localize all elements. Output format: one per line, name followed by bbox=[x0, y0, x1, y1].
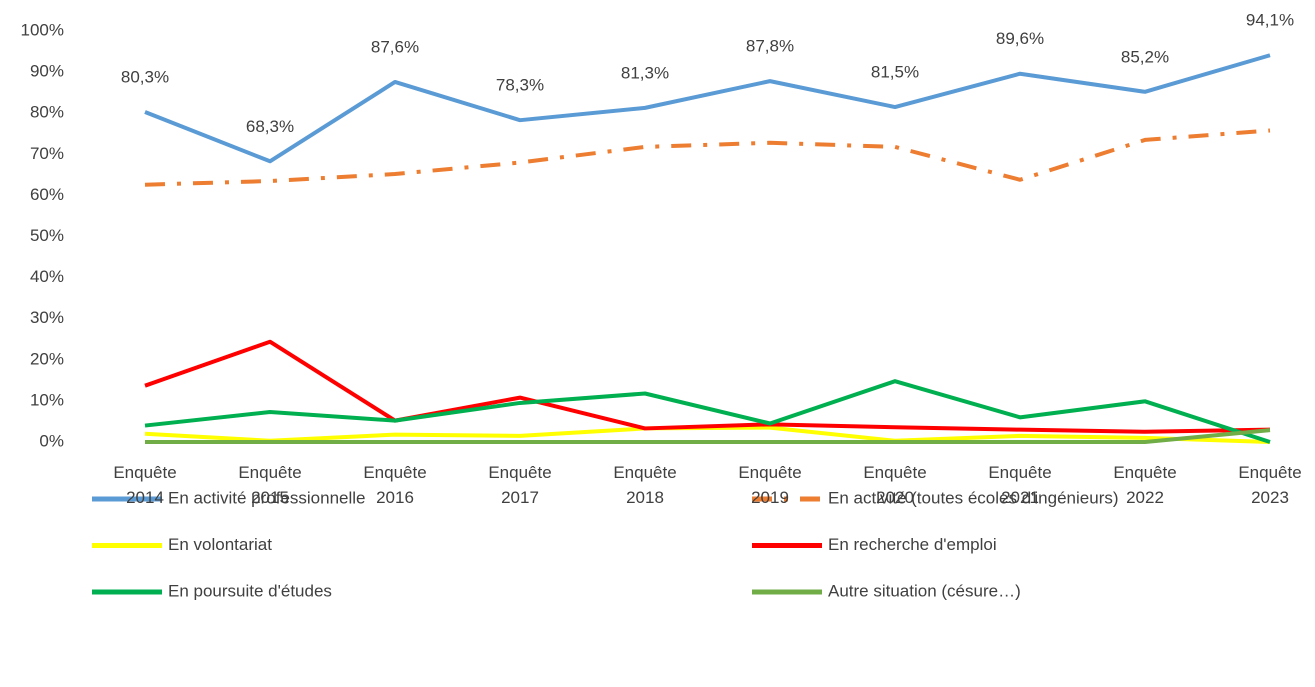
series-line bbox=[144, 53, 1271, 164]
y-tick-label: 20% bbox=[30, 349, 64, 368]
x-tick-label: Enquête 2017 bbox=[488, 463, 552, 507]
y-tick-label: 60% bbox=[30, 185, 64, 204]
data-label: 68,3% bbox=[246, 117, 294, 136]
series-line bbox=[144, 379, 1271, 444]
x-tick-label: Enquête 2023 bbox=[1238, 463, 1302, 507]
y-tick-label: 40% bbox=[30, 267, 64, 286]
data-label: 81,5% bbox=[871, 63, 919, 82]
data-label: 85,2% bbox=[1121, 47, 1169, 66]
legend-label: En activité (toutes écoles d'ingénieurs) bbox=[828, 488, 1119, 507]
legend-label: En volontariat bbox=[168, 535, 272, 554]
y-tick-label: 30% bbox=[30, 308, 64, 327]
data-label: 87,8% bbox=[746, 37, 794, 56]
y-tick-label: 10% bbox=[30, 390, 64, 409]
x-tick-label: Enquête 2019 bbox=[738, 463, 802, 507]
legend-label: En recherche d'emploi bbox=[828, 535, 997, 554]
x-tick-label: Enquête 2014 bbox=[113, 463, 177, 507]
data-label: 81,3% bbox=[621, 63, 669, 82]
y-tick-label: 50% bbox=[30, 226, 64, 245]
data-label: 94,1% bbox=[1246, 11, 1294, 30]
series-line bbox=[144, 128, 1271, 187]
y-tick-label: 90% bbox=[30, 62, 64, 81]
data-label: 89,6% bbox=[996, 29, 1044, 48]
legend-label: Autre situation (césure…) bbox=[828, 581, 1021, 600]
y-tick-label: 80% bbox=[30, 103, 64, 122]
x-tick-label: Enquête 2022 bbox=[1113, 463, 1177, 507]
data-label: 78,3% bbox=[496, 76, 544, 95]
y-tick-label: 70% bbox=[30, 144, 64, 163]
legend-label: En activité professionnelle bbox=[168, 488, 366, 507]
legend-label: En poursuite d'études bbox=[168, 581, 332, 600]
y-tick-label: 100% bbox=[21, 20, 64, 39]
data-label: 80,3% bbox=[121, 67, 169, 86]
x-tick-label: Enquête 2015 bbox=[238, 463, 302, 507]
x-tick-label: Enquête 2020 bbox=[863, 463, 927, 507]
x-tick-label: Enquête 2016 bbox=[363, 463, 427, 507]
x-tick-label: Enquête 2018 bbox=[613, 463, 677, 507]
x-tick-label: Enquête 2021 bbox=[988, 463, 1052, 507]
series-line bbox=[145, 428, 1271, 444]
series-line bbox=[144, 339, 1271, 434]
y-tick-label: 0% bbox=[39, 431, 64, 450]
data-label: 87,6% bbox=[371, 37, 419, 56]
